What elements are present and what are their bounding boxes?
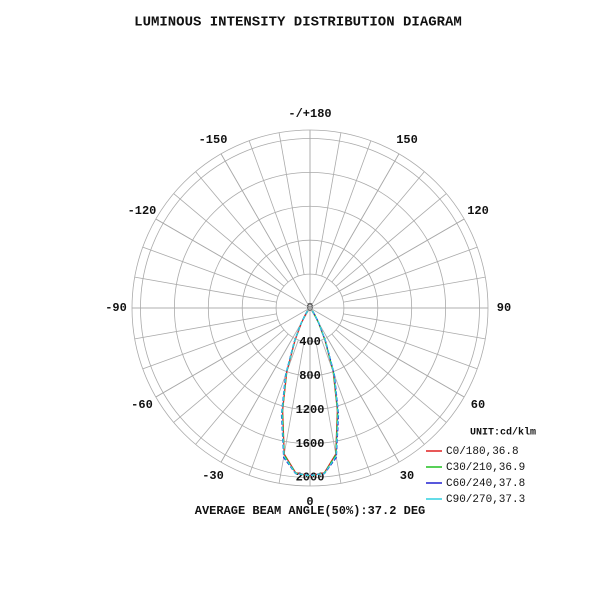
minor-spoke [341,246,478,297]
minor-spoke [134,313,277,340]
minor-spoke [343,276,486,303]
minor-spoke [315,132,342,275]
theta-tick-label: 0 [306,495,313,509]
theta-tick-label: -60 [131,398,153,412]
minor-spoke [335,329,447,423]
minor-spoke [341,319,478,370]
annotation: AVERAGE BEAM ANGLE(50%):37.2 DEG [195,504,425,518]
spoke [309,153,400,309]
minor-spoke [278,341,305,484]
minor-spoke [331,171,425,283]
theta-tick-label: -30 [202,469,224,483]
minor-spoke [278,132,305,275]
spoke [155,307,311,398]
legend-label: C60/240,37.8 [446,478,525,490]
legend-label: C30/210,36.9 [446,462,525,474]
spoke [220,153,311,309]
spoke [309,218,465,309]
theta-tick-label: -150 [199,133,228,147]
minor-spoke [173,329,285,423]
legend-label: C0/180,36.8 [446,446,519,458]
legend-label: C90/270,37.3 [446,494,525,506]
minor-spoke [142,319,279,370]
theta-tick-label: 30 [400,469,414,483]
spoke [309,307,400,463]
spoke [220,307,311,463]
theta-tick-label: -90 [105,301,127,315]
minor-spoke [195,333,289,445]
spoke [309,307,465,398]
theta-tick-label: -120 [128,204,157,218]
minor-spoke [331,333,425,445]
theta-tick-label: -/+180 [288,107,331,121]
minor-spoke [321,140,372,277]
theta-tick-label: 90 [497,301,511,315]
minor-spoke [248,339,299,476]
minor-spoke [315,341,342,484]
minor-spoke [335,193,447,287]
spoke [155,218,311,309]
minor-spoke [321,339,372,476]
theta-tick-label: 60 [471,398,485,412]
chart-title: LUMINOUS INTENSITY DISTRIBUTION DIAGRAM [134,15,462,31]
theta-tick-label: 150 [396,133,418,147]
theta-tick-label: 120 [467,204,489,218]
minor-spoke [134,276,277,303]
minor-spoke [173,193,285,287]
minor-spoke [195,171,289,283]
legend-title: UNIT:cd/klm [470,427,536,439]
minor-spoke [142,246,279,297]
minor-spoke [248,140,299,277]
minor-spoke [343,313,486,340]
series-line [281,310,339,477]
